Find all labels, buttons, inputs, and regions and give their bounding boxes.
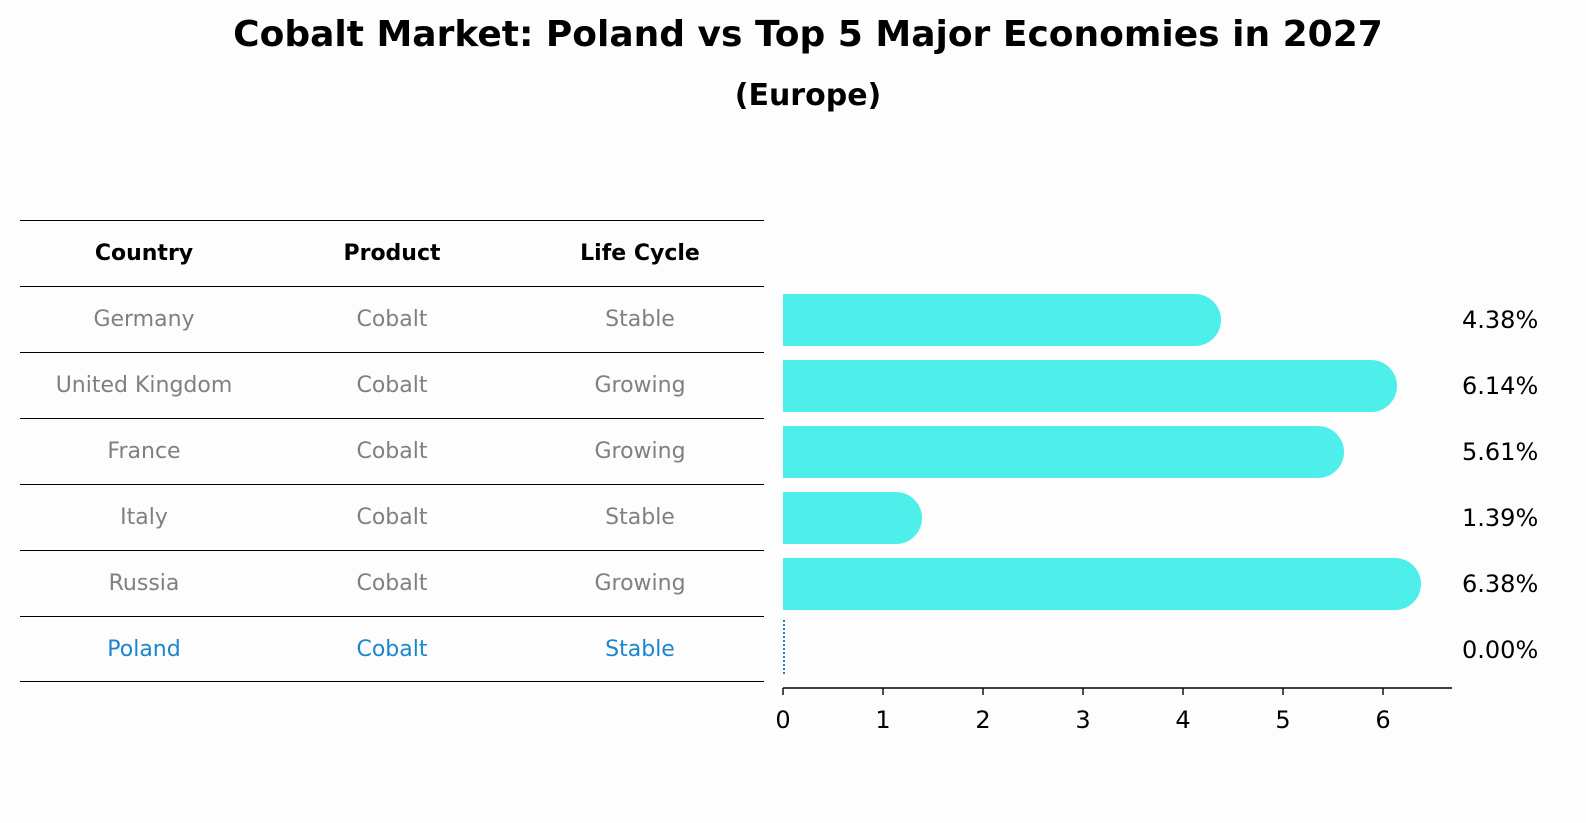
data-label: 6.14% xyxy=(1462,372,1538,400)
cell-country: France xyxy=(107,439,181,464)
x-tick-label: 6 xyxy=(1375,706,1390,734)
x-tick-label: 3 xyxy=(1075,706,1090,734)
header-country: Country xyxy=(94,241,194,266)
bar-cap xyxy=(1345,360,1397,412)
cell-product: Cobalt xyxy=(356,571,428,596)
data-label: 6.38% xyxy=(1462,570,1538,598)
data-label: 5.61% xyxy=(1462,438,1538,466)
bar xyxy=(783,426,1318,478)
cell-country: Poland xyxy=(107,636,181,662)
data-label: 4.38% xyxy=(1462,306,1538,334)
table-row: Germany Cobalt Stable xyxy=(20,286,764,352)
header-product: Product xyxy=(343,241,441,266)
table-row: Italy Cobalt Stable xyxy=(20,484,764,550)
bar-cap xyxy=(1292,426,1344,478)
x-tick-label: 0 xyxy=(775,706,790,734)
cell-life-cycle: Stable xyxy=(605,636,675,662)
cell-product: Cobalt xyxy=(356,505,428,530)
cell-country: United Kingdom xyxy=(55,373,233,398)
cell-product: Cobalt xyxy=(356,307,428,332)
data-table: Country Product Life Cycle Germany Cobal… xyxy=(20,220,764,682)
cell-country: Italy xyxy=(120,505,168,530)
data-label: 0.00% xyxy=(1462,636,1538,664)
header-life-cycle: Life Cycle xyxy=(580,241,700,266)
cell-product: Cobalt xyxy=(356,439,428,464)
cell-life-cycle: Growing xyxy=(594,571,686,596)
data-label: 1.39% xyxy=(1462,504,1538,532)
bar xyxy=(783,294,1195,346)
x-tick-label: 4 xyxy=(1175,706,1190,734)
bar-cap xyxy=(1369,558,1421,610)
cell-life-cycle: Growing xyxy=(594,439,686,464)
cell-product: Cobalt xyxy=(356,636,428,662)
bar-cap xyxy=(1169,294,1221,346)
cell-life-cycle: Stable xyxy=(605,505,675,530)
x-tick-label: 5 xyxy=(1275,706,1290,734)
cell-product: Cobalt xyxy=(356,373,428,398)
table-header-row: Country Product Life Cycle xyxy=(20,220,764,286)
bar xyxy=(783,360,1371,412)
table-row: Russia Cobalt Growing xyxy=(20,550,764,616)
cell-life-cycle: Growing xyxy=(594,373,686,398)
table-row: France Cobalt Growing xyxy=(20,418,764,484)
table-row-highlight: Poland Cobalt Stable xyxy=(20,616,764,682)
chart-title: Cobalt Market: Poland vs Top 5 Major Eco… xyxy=(233,14,1383,55)
cell-life-cycle: Stable xyxy=(605,307,675,332)
x-tick-label: 1 xyxy=(875,706,890,734)
cell-country: Russia xyxy=(108,571,180,596)
cell-country: Germany xyxy=(93,307,195,332)
chart-subtitle: (Europe) xyxy=(734,78,882,113)
bar xyxy=(783,558,1395,610)
bar-cap xyxy=(870,492,922,544)
table-row: United Kingdom Cobalt Growing xyxy=(20,352,764,418)
x-tick-label: 2 xyxy=(975,706,990,734)
